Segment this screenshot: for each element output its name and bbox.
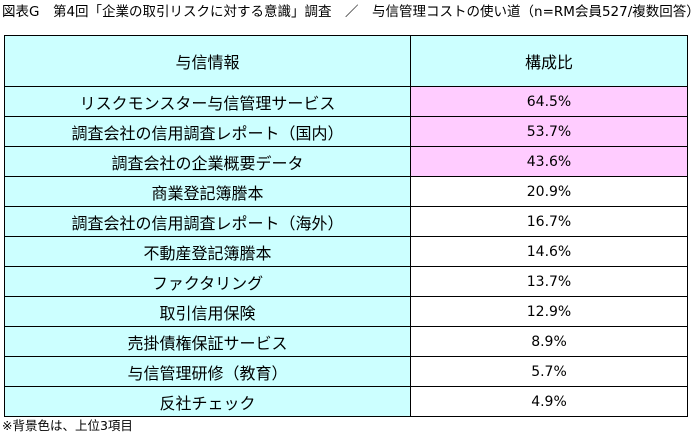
row-value: 13.7% xyxy=(410,266,688,297)
row-value: 8.9% xyxy=(410,326,688,357)
table-row: 売掛債権保証サービス 8.9% xyxy=(4,326,688,357)
row-item-label: 調査会社の信用調査レポート（海外） xyxy=(4,206,411,237)
row-item-label: ファクタリング xyxy=(4,266,411,297)
row-item-label: 与信管理研修（教育） xyxy=(4,356,411,387)
row-value: 5.7% xyxy=(410,356,688,387)
table-row: 調査会社の信用調査レポート（海外） 16.7% xyxy=(4,206,688,237)
table-header-row: 与信情報 構成比 xyxy=(4,35,688,87)
row-item-label: 調査会社の信用調査レポート（国内） xyxy=(4,116,411,147)
row-value: 12.9% xyxy=(410,296,688,327)
row-value: 64.5% xyxy=(410,86,688,117)
row-item-label: 反社チェック xyxy=(4,386,411,417)
table-row: ファクタリング 13.7% xyxy=(4,266,688,297)
row-item-label: 売掛債権保証サービス xyxy=(4,326,411,357)
footnote: ※背景色は、上位3項目 xyxy=(2,418,133,433)
row-item-label: 調査会社の企業概要データ xyxy=(4,146,411,177)
row-item-label: リスクモンスター与信管理サービス xyxy=(4,86,411,117)
row-value: 14.6% xyxy=(410,236,688,267)
row-item-label: 商業登記簿謄本 xyxy=(4,176,411,207)
row-value: 43.6% xyxy=(410,146,688,177)
row-value: 53.7% xyxy=(410,116,688,147)
table-row: 取引信用保険 12.9% xyxy=(4,296,688,327)
table-row: 調査会社の企業概要データ 43.6% xyxy=(4,146,688,177)
table-row: リスクモンスター与信管理サービス 64.5% xyxy=(4,86,688,117)
row-value: 16.7% xyxy=(410,206,688,237)
row-item-label: 取引信用保険 xyxy=(4,296,411,327)
column-header-ratio: 構成比 xyxy=(410,35,688,87)
table-row: 調査会社の信用調査レポート（国内） 53.7% xyxy=(4,116,688,147)
table-row: 商業登記簿謄本 20.9% xyxy=(4,176,688,207)
table-row: 反社チェック 4.9% xyxy=(4,386,688,417)
table-row: 与信管理研修（教育） 5.7% xyxy=(4,356,688,387)
row-value: 20.9% xyxy=(410,176,688,207)
row-value: 4.9% xyxy=(410,386,688,417)
figure-title: 図表G 第4回「企業の取引リスクに対する意識」調査 ／ 与信管理コストの使い道（… xyxy=(2,4,695,20)
table-row: 不動産登記簿謄本 14.6% xyxy=(4,236,688,267)
column-header-info: 与信情報 xyxy=(4,35,411,87)
credit-info-table: 与信情報 構成比 リスクモンスター与信管理サービス 64.5% 調査会社の信用調… xyxy=(4,35,688,417)
row-item-label: 不動産登記簿謄本 xyxy=(4,236,411,267)
